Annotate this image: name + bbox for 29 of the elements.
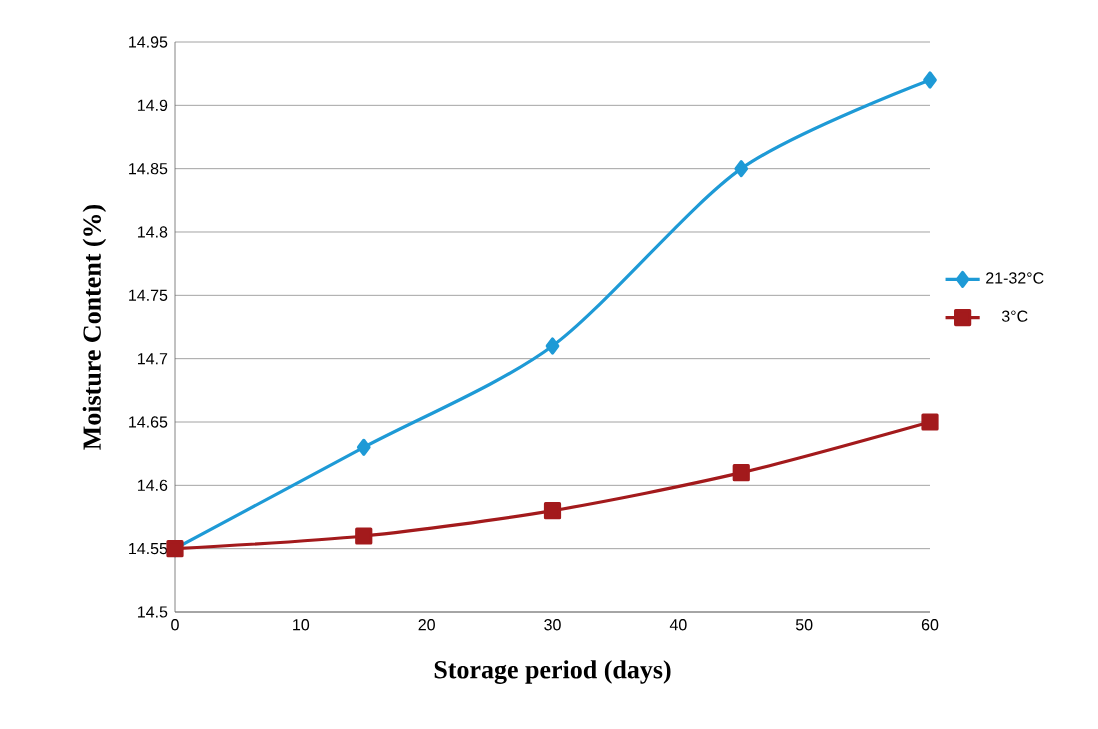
x-axis-title: Storage period (days)	[434, 660, 671, 684]
x-tick-label: 10	[293, 619, 310, 631]
y-axis-title: Moisture Content (%)	[82, 204, 107, 450]
point	[355, 527, 373, 545]
legend-label: 21-32°C	[986, 272, 1044, 284]
x-tick-label: 0	[171, 619, 179, 631]
x-tick-label: 30	[544, 619, 561, 631]
x-tick-label: 20	[418, 619, 435, 631]
point	[545, 337, 560, 355]
y-tick-label: 14.65	[129, 416, 168, 428]
x-tick-label: 60	[921, 619, 939, 631]
point	[356, 438, 371, 456]
y-tick-label: 14.7	[138, 353, 168, 365]
x-tick-label: 50	[795, 619, 813, 631]
point	[734, 160, 749, 178]
y-tick-label: 14.55	[129, 543, 168, 555]
point	[543, 502, 562, 520]
legend-label: 3°C	[1001, 310, 1028, 322]
point	[921, 413, 939, 431]
y-tick-label: 14.75	[129, 289, 168, 301]
y-tick-label: 14.6	[138, 479, 168, 491]
y-tick-label: 14.95	[129, 36, 168, 48]
point	[923, 71, 937, 89]
y-tick-label: 14.8	[138, 226, 168, 238]
point	[732, 464, 750, 482]
y-tick-label: 14.85	[129, 163, 168, 175]
y-tick-label: 14.5	[138, 606, 168, 618]
x-tick-label: 40	[669, 619, 687, 631]
y-tick-label: 14.9	[138, 99, 168, 111]
